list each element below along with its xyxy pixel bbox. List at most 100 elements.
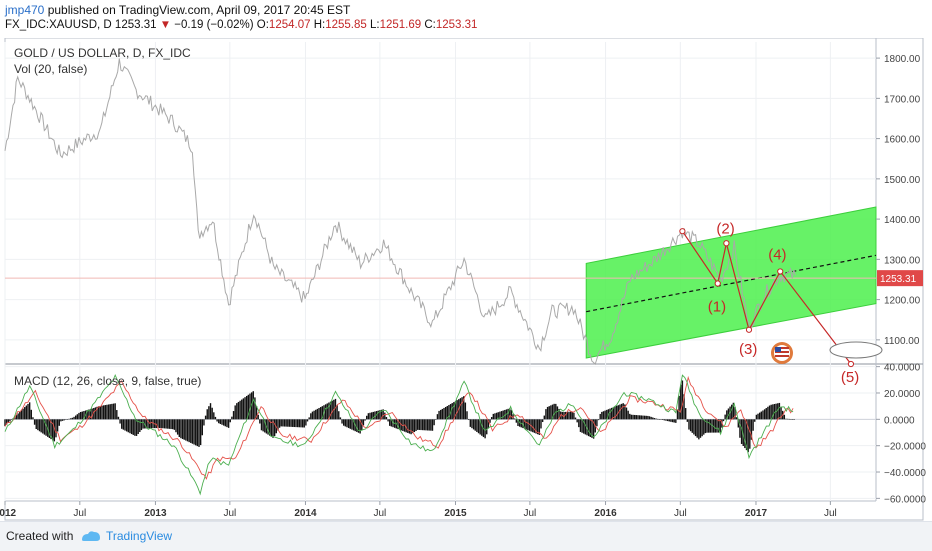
macd-histogram-bar	[527, 419, 529, 431]
macd-tick-label: 0.0000	[884, 415, 915, 426]
macd-histogram-bar	[63, 419, 65, 421]
price-tick-label: 1800.00	[884, 54, 921, 65]
macd-histogram-bar	[222, 419, 225, 426]
macd-histogram-bar	[83, 411, 85, 420]
macd-histogram-bar	[109, 404, 111, 420]
macd-histogram-bar	[53, 419, 56, 442]
macd-histogram-bar	[430, 419, 432, 431]
macd-histogram-bar	[471, 419, 473, 429]
macd-histogram-bar	[606, 409, 608, 420]
macd-histogram-bar	[696, 419, 698, 438]
macd-histogram-bar	[711, 419, 713, 433]
macd-histogram-bar	[490, 417, 493, 420]
wave-point[interactable]	[714, 280, 721, 287]
macd-histogram-bar	[596, 419, 598, 427]
macd-histogram-bar	[226, 419, 228, 428]
macd-histogram-bar	[778, 402, 781, 420]
macd-histogram-bar	[28, 402, 31, 420]
macd-histogram-bar	[484, 419, 486, 439]
macd-histogram-bar	[116, 410, 118, 420]
macd-histogram-bar	[732, 402, 735, 420]
macd-histogram-bar	[461, 397, 463, 420]
macd-histogram-bar	[347, 419, 350, 429]
macd-histogram-bar	[102, 405, 105, 420]
tradingview-link[interactable]: TradingView	[106, 529, 173, 543]
wave-point[interactable]	[679, 228, 686, 235]
macd-histogram-bar	[525, 419, 527, 430]
macd-histogram-bar	[364, 419, 366, 421]
macd-histogram-bar	[338, 411, 340, 420]
macd-histogram-bar	[650, 416, 652, 420]
channel-midline[interactable]	[586, 254, 877, 313]
author-name[interactable]: jmp470	[5, 3, 45, 17]
macd-line[interactable]	[4, 373, 794, 496]
wave-point[interactable]	[745, 326, 753, 333]
macd-histogram-bar	[638, 415, 641, 420]
macd-histogram-bar	[569, 411, 572, 420]
price-pane[interactable]: (1) (2) (3) (4) (5)	[4, 58, 877, 386]
volume-legend: Vol (20, false)	[14, 62, 87, 76]
macd-histogram-bar	[61, 419, 64, 421]
macd-histogram-bar	[589, 419, 592, 437]
macd-histogram-bar	[763, 409, 766, 420]
macd-histogram-bar	[742, 419, 744, 447]
macd-histogram-bar	[564, 411, 567, 420]
macd-histogram-bar	[719, 419, 721, 433]
macd-histogram-bar	[180, 419, 182, 439]
time-tick-label: 2015	[444, 508, 467, 519]
macd-histogram-bar	[58, 419, 60, 426]
macd-histogram-bar	[500, 411, 503, 420]
macd-histogram-bar	[45, 419, 47, 436]
macd-histogram-bar	[214, 416, 217, 420]
macd-histogram-bar	[571, 411, 573, 420]
macd-histogram-bar	[186, 419, 189, 442]
macd-histogram-bar	[132, 419, 134, 435]
macd-histogram-bar	[635, 415, 638, 420]
macd-histogram-bar	[339, 417, 342, 420]
macd-histogram-bar	[768, 405, 771, 420]
time-tick-label: Jul	[824, 508, 837, 519]
macd-histogram-bar	[295, 419, 297, 428]
macd-histogram-bar	[158, 419, 161, 429]
tradingview-logo-icon[interactable]	[80, 528, 102, 544]
macd-histogram-bar	[50, 419, 52, 440]
macd-histogram-bar	[247, 394, 250, 420]
macd-histogram-bar	[494, 413, 496, 420]
high-value: 1255.85	[325, 19, 367, 31]
macd-histogram-bar	[270, 419, 273, 437]
macd-histogram-bar	[56, 419, 59, 432]
chart-frame[interactable]: (1) (2) (3) (4) (5) 1800.00 1700.00 1600.00 150…	[0, 38, 932, 521]
macd-histogram-bar	[645, 415, 647, 420]
macd-histogram-bar	[162, 419, 164, 429]
macd-histogram-bar	[535, 419, 537, 434]
wave-point[interactable]	[777, 268, 784, 275]
trend-channel[interactable]	[585, 206, 877, 359]
publish-line: jmp470 published on TradingView.com, Apr…	[5, 3, 350, 17]
macd-histogram-bar	[130, 419, 133, 435]
gold-price-line[interactable]	[4, 58, 796, 366]
macd-histogram-bar	[278, 419, 281, 428]
macd-histogram-bar	[30, 409, 33, 420]
macd-pane[interactable]	[4, 373, 876, 496]
macd-histogram-bar	[145, 419, 148, 429]
macd-histogram-bar	[198, 419, 200, 447]
wave-point[interactable]	[723, 240, 730, 247]
macd-histogram-bar	[357, 419, 360, 433]
macd-histogram-bar	[24, 407, 26, 420]
elliott-wave-path[interactable]	[681, 230, 852, 365]
macd-histogram-bar	[7, 419, 9, 423]
wave-point[interactable]	[847, 360, 855, 368]
macd-histogram-bar	[106, 404, 108, 420]
macd-histogram-bar	[405, 419, 407, 433]
macd-histogram-bar	[152, 419, 154, 429]
macd-histogram-bar	[150, 419, 153, 429]
macd-histogram-bar	[486, 419, 488, 435]
macd-histogram-bar	[573, 412, 575, 420]
macd-histogram-bar	[318, 407, 320, 420]
wave-label: (3)	[739, 341, 757, 358]
macd-histogram-bar	[129, 419, 131, 434]
macd-histogram-bar	[533, 419, 536, 433]
macd-histogram-bar	[647, 415, 649, 420]
macd-histogram-bar	[425, 419, 427, 431]
macd-histogram-bar	[737, 419, 740, 428]
